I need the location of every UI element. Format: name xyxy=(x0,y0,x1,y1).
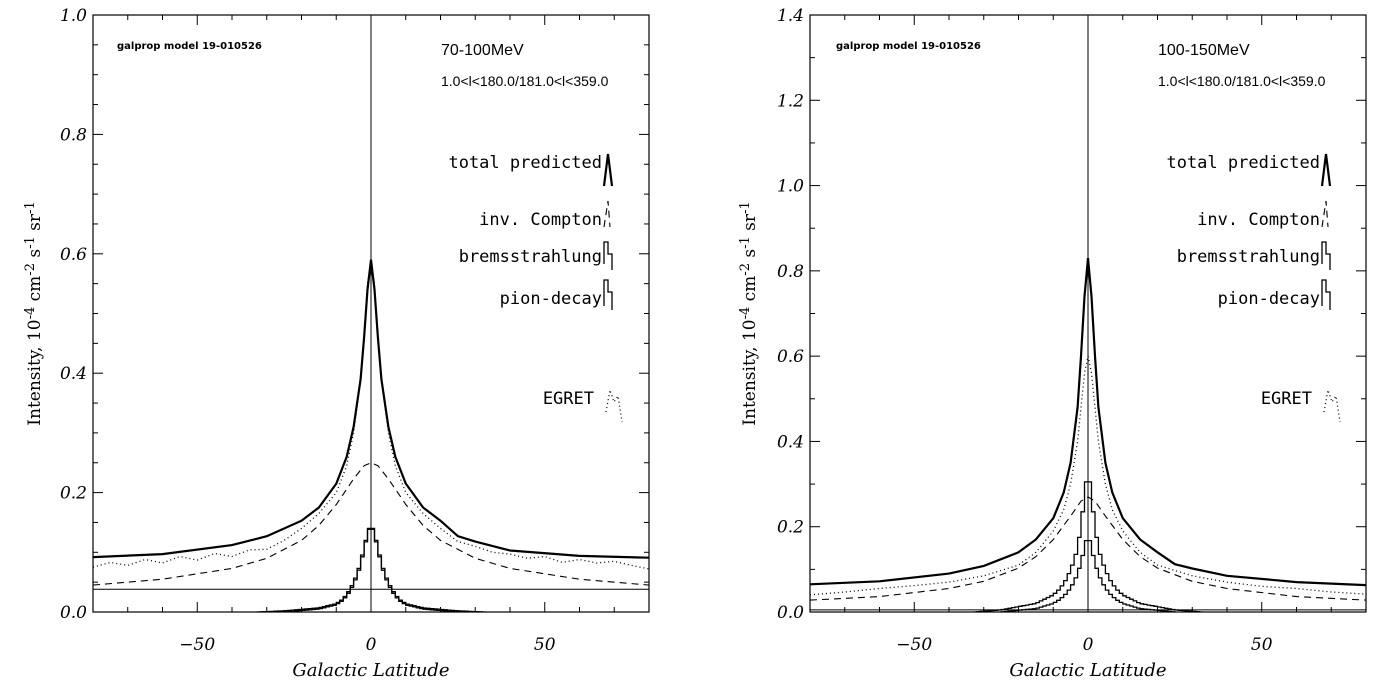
legend-glyph xyxy=(605,389,623,423)
series-total-predicted xyxy=(810,257,1366,587)
y-tick-label: 1.2 xyxy=(777,91,804,111)
series-pion-decay xyxy=(986,539,1190,612)
y-axis-title-part: cm xyxy=(740,276,760,307)
data-area xyxy=(810,257,1366,612)
legend-glyph xyxy=(1321,241,1331,270)
y-axis-title-part: s xyxy=(25,249,45,263)
legend-label: total predicted xyxy=(448,153,602,173)
y-axis-title-part: Intensity, 10 xyxy=(25,319,45,425)
y-tick-label: 1.0 xyxy=(60,6,87,26)
y-tick-label: 0.4 xyxy=(777,432,804,452)
y-axis-title-exponent: -4 xyxy=(738,307,753,320)
legend-glyph xyxy=(603,241,613,270)
y-axis-title-exponent: -2 xyxy=(23,263,38,276)
y-axis-title-part: Intensity, 10 xyxy=(740,319,760,425)
x-axis-title: Galactic Latitude xyxy=(1009,660,1166,681)
legend-label: bremsstrahlung xyxy=(459,247,602,267)
series-egret xyxy=(93,262,649,570)
y-tick-label: 1.0 xyxy=(777,177,804,197)
y-axis-title-part: sr xyxy=(25,213,45,236)
legend-label: EGRET xyxy=(543,389,594,409)
legend-label: pion-decay xyxy=(500,289,602,309)
energy-range-label: 70-100MeV xyxy=(441,42,524,59)
legend-label: EGRET xyxy=(1261,389,1312,409)
data-area xyxy=(93,259,649,612)
longitude-range-label: 1.0<l<180.0/181.0<l<359.0 xyxy=(1158,73,1326,89)
longitude-range-label: 1.0<l<180.0/181.0<l<359.0 xyxy=(441,73,609,89)
y-tick-label: 0.8 xyxy=(60,125,87,145)
legend-glyph xyxy=(1323,389,1341,423)
model-label: galprop model 19-010526 xyxy=(117,41,262,52)
series-inv-compton xyxy=(810,496,1366,601)
y-axis-title-exponent: -4 xyxy=(23,307,38,320)
x-tick-label: 0 xyxy=(366,635,377,655)
x-tick-label: 50 xyxy=(534,635,556,655)
model-label: galprop model 19-010526 xyxy=(836,41,981,52)
y-tick-label: 0.4 xyxy=(60,364,87,384)
legend-glyph xyxy=(603,200,611,228)
y-tick-label: 0.2 xyxy=(60,484,87,504)
legend-label: inv. Compton xyxy=(479,210,602,230)
x-axis-title: Galactic Latitude xyxy=(292,660,449,681)
y-tick-label: 0.6 xyxy=(60,245,87,265)
y-axis-title-exponent: -1 xyxy=(738,201,753,214)
y-axis-title-part: sr xyxy=(740,213,760,236)
y-tick-label: 1.4 xyxy=(777,6,804,26)
series-pion-decay xyxy=(241,528,501,612)
y-axis-title: Intensity, 10-4 cm-2 s-1 sr-1 xyxy=(738,201,760,425)
y-axis-title-exponent: -1 xyxy=(23,201,38,214)
y-tick-label: 0.0 xyxy=(60,603,87,623)
legend-glyph xyxy=(1321,200,1329,228)
y-axis-title-exponent: -1 xyxy=(23,236,38,249)
series-bremsstrahlung xyxy=(266,527,476,612)
legend-glyph xyxy=(603,279,613,310)
legend-glyph xyxy=(1320,153,1332,187)
y-axis-title-exponent: -2 xyxy=(738,263,753,276)
legend-label: inv. Compton xyxy=(1197,210,1320,230)
right-panel: −50 0 50 0.0 0.2 0.4 0.6 0.8 1.0 1.2 1.4 Galactic L… xyxy=(738,6,1367,681)
legend-glyph xyxy=(602,153,614,187)
x-tick-label: 50 xyxy=(1251,635,1273,655)
y-axis-title: Intensity, 10-4 cm-2 s-1 sr-1 xyxy=(23,201,45,425)
left-panel: −50 0 50 0.0 0.2 0.4 0.6 0.8 1.0 Galactic Latitud… xyxy=(23,6,650,681)
x-tick-label: 0 xyxy=(1083,635,1094,655)
legend-label: total predicted xyxy=(1166,153,1320,173)
y-tick-label: 0.2 xyxy=(777,518,804,538)
y-tick-label: 0.8 xyxy=(777,262,804,282)
energy-range-label: 100-150MeV xyxy=(1158,42,1250,59)
y-tick-label: 0.6 xyxy=(777,347,804,367)
y-axis-title-part: cm xyxy=(25,276,45,307)
legend-label: pion-decay xyxy=(1218,289,1320,309)
legend-label: bremsstrahlung xyxy=(1177,247,1320,267)
x-tick-label: −50 xyxy=(896,635,932,655)
y-axis-title-exponent: -1 xyxy=(738,236,753,249)
x-tick-label: −50 xyxy=(179,635,215,655)
legend-glyph xyxy=(1321,279,1331,310)
y-tick-label: 0.0 xyxy=(777,603,804,623)
series-bremsstrahlung xyxy=(965,481,1211,612)
y-axis-title-part: s xyxy=(740,249,760,263)
series-egret xyxy=(810,355,1366,596)
